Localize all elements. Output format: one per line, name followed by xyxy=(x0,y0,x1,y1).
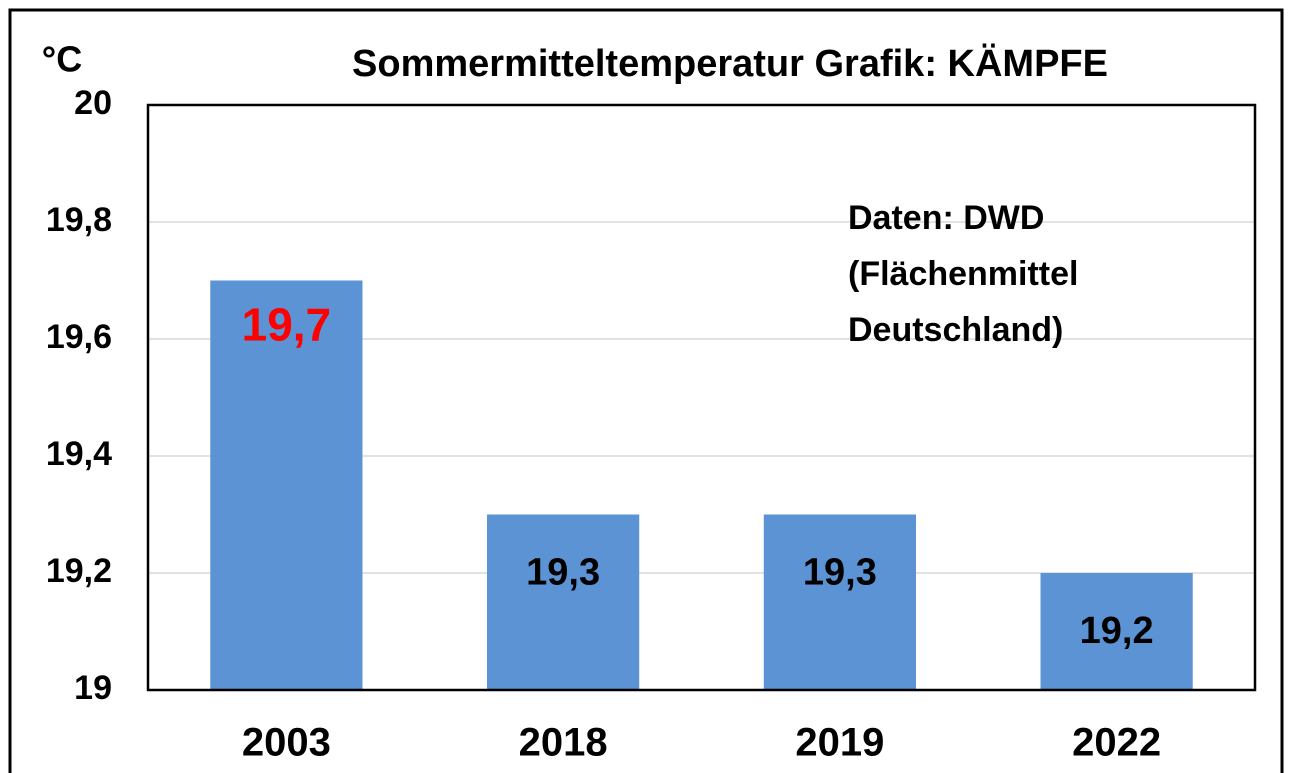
x-tick-label: 2018 xyxy=(519,721,608,765)
outer-border xyxy=(8,8,1284,773)
chart-title: Sommermitteltemperatur Grafik: KÄMPFE xyxy=(352,42,1108,85)
x-tick-label: 2022 xyxy=(1072,721,1161,765)
data-label: 19,7 xyxy=(242,299,332,351)
x-tick-label: 2003 xyxy=(242,721,331,765)
data-label: 19,2 xyxy=(1080,610,1154,652)
y-tick-label: 19 xyxy=(74,669,112,707)
annotation: Daten: DWD xyxy=(848,199,1044,237)
y-tick-label: 19,4 xyxy=(46,435,112,473)
y-tick-label: 19,8 xyxy=(46,201,112,239)
y-tick-label: 20 xyxy=(74,84,112,122)
annotation: (Flächenmittel xyxy=(848,255,1078,293)
data-label: 19,3 xyxy=(526,552,600,594)
bar xyxy=(1040,573,1193,690)
bar xyxy=(210,280,363,690)
x-tick-label: 2019 xyxy=(795,721,884,765)
annotation: Deutschland) xyxy=(848,311,1063,349)
data-label: 19,3 xyxy=(803,552,877,594)
bar xyxy=(487,514,640,690)
bar xyxy=(763,514,916,690)
y-tick-label: 19,2 xyxy=(46,552,112,590)
plot-frame xyxy=(146,103,1257,692)
y-axis-unit: °C xyxy=(42,39,82,80)
y-tick-label: 19,6 xyxy=(46,318,112,356)
